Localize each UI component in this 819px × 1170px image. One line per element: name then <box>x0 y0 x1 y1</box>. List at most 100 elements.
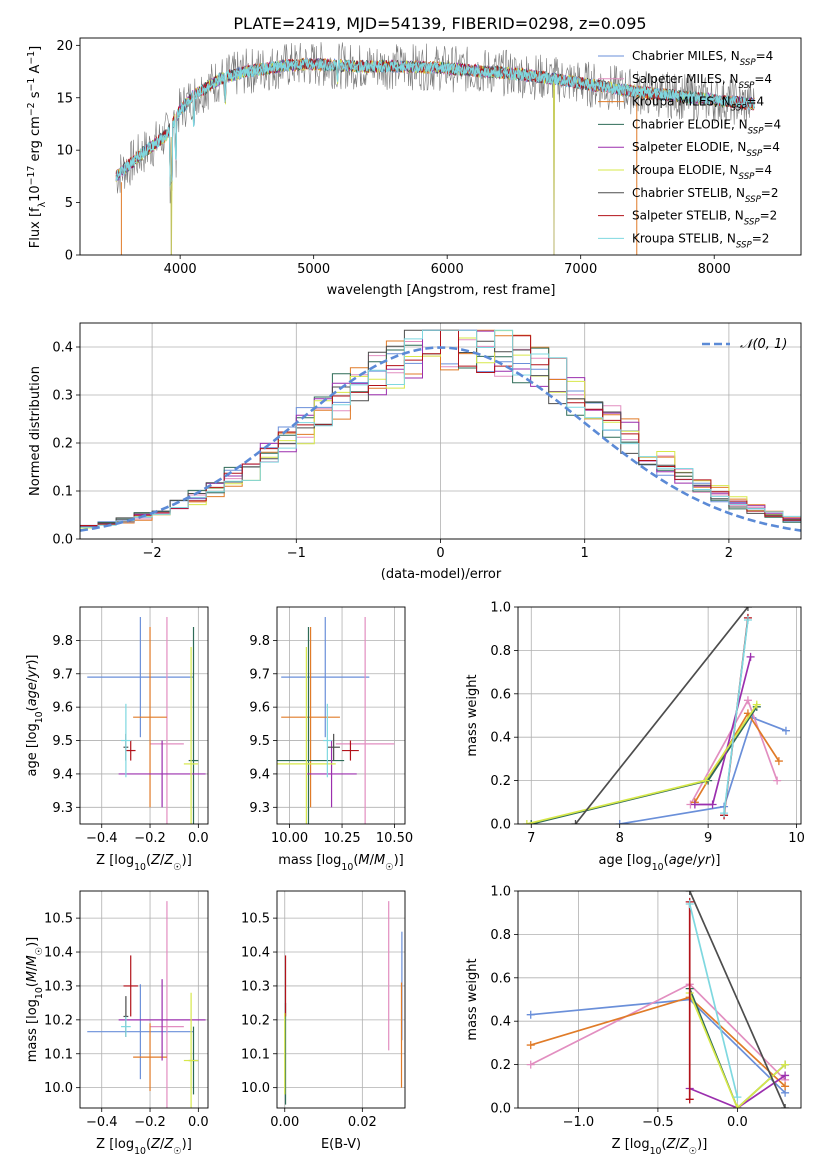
weight-vs-age-xlabel-part: )] <box>710 853 720 868</box>
weight-point-marker <box>746 652 755 661</box>
residuals-ytick-label: 0.2 <box>52 437 73 452</box>
legend-label: 𝒩(0, 1) <box>740 337 787 352</box>
age-vs-mass-xlabel: mass [log10(M/M☉)] <box>278 853 404 873</box>
mass-vs-z-ylabel-part: M <box>25 971 40 982</box>
age-vs-mass-xlabel-part: ( <box>353 853 358 868</box>
weight-vs-z-xlabel-part: / <box>675 1137 680 1152</box>
age-vs-z-ytick-label: 9.6 <box>52 701 73 716</box>
age-vs-z-ylabel-part: )] <box>25 654 40 664</box>
spectrum-ylabel-part: −1 <box>26 78 37 92</box>
weight-point-marker <box>781 1060 790 1069</box>
legend-label-part: =4 <box>762 140 780 154</box>
spectrum-ylabel-part: erg cm <box>28 116 43 165</box>
age-vs-z-xlabel-part: 10 <box>134 862 146 873</box>
mass-vs-z-xtick-label: −0.4 <box>86 1115 118 1130</box>
weight-point-marker <box>752 700 761 709</box>
mass-vs-z-ylabel-part: ( <box>25 982 40 987</box>
residuals-xtick-label: 2 <box>725 546 733 561</box>
age-vs-z-panel: −0.4 −0.2 0.09.39.49.59.69.79.8Z [log10(Z/… <box>25 606 209 873</box>
age-vs-z-ylabel-part: ( <box>25 706 40 711</box>
spectrum-frame <box>79 37 802 256</box>
weight-point-marker <box>743 696 752 705</box>
legend-label-part: SSP <box>736 240 753 250</box>
weight-vs-z-xlabel-part: Z [log <box>612 1137 650 1152</box>
legend-label-part: SSP <box>731 104 748 114</box>
weight-vs-z-ylabel: mass weight <box>465 958 480 1040</box>
mass-vs-z-xlabel-part: )] <box>182 1137 192 1152</box>
weight-point-marker <box>743 607 752 611</box>
mass-vs-ebv-ytick-label: 10.1 <box>241 1047 270 1062</box>
weight-vs-age-xlabel-part: age [log <box>598 853 651 868</box>
weight-point-marker <box>615 820 624 824</box>
spectrum-xtick-label: 7000 <box>564 262 597 277</box>
legend-label-part: SSP <box>745 195 762 205</box>
legend-label-part: SSP <box>740 58 757 68</box>
weight-series-line <box>694 711 780 803</box>
age-vs-z-ylabel-part: age <box>25 682 40 706</box>
weight-vs-age-xlabel: age [log10(age/yr)] <box>598 853 720 873</box>
weight-vs-age-ytick-label: 0.4 <box>490 731 511 746</box>
weight-vs-z-xlabel-part: 10 <box>650 1146 662 1157</box>
age-vs-z-xlabel-part: Z <box>163 853 174 868</box>
age-vs-mass-frame <box>276 606 406 825</box>
age-vs-z-ylabel-part: / <box>25 677 40 682</box>
residuals-ytick-label: 0.3 <box>52 389 73 404</box>
age-vs-mass-panel: 10.00 10.25 10.50 9.3 9.4 9.5 9.6 9.7 9.8 mass [l… <box>249 606 413 873</box>
weight-point-marker <box>571 820 580 824</box>
legend-label-part: 𝒩(0, 1) <box>740 337 787 352</box>
spectrum-ytick-label: 15 <box>56 91 73 106</box>
weight-vs-z-ytick-label: 0.6 <box>490 971 511 986</box>
weight-vs-age-xtick-label: 10 <box>788 831 805 846</box>
weight-vs-age-xlabel-part: age <box>669 853 693 868</box>
mass-vs-z-xtick-label: −0.2 <box>134 1115 166 1130</box>
legend-label-part: =4 <box>747 95 765 109</box>
weight-vs-z-frame <box>517 890 802 1109</box>
legend-label-part: Chabrier STELIB, N <box>632 186 745 200</box>
age-vs-z-ylabel-part: yr <box>25 663 40 679</box>
spectrum-ylabel-part: λ <box>37 201 48 207</box>
mass-vs-z-ytick-label: 10.1 <box>44 1047 73 1062</box>
mass-vs-z-ylabel-part: )] <box>25 937 40 947</box>
weight-vs-z-ytick-label: 0.4 <box>490 1015 511 1030</box>
legend-label: Salpeter MILES, NSSP=4 <box>632 72 772 91</box>
age-vs-z-xtick-label: 0.0 <box>188 831 209 846</box>
residuals-panel: −2 −1 0 1 2 0.0 0.1 0.2 0.3 0.4 (data-model)/error… <box>28 322 802 582</box>
mass-vs-z-ytick-label: 10.2 <box>44 1013 73 1028</box>
mass-vs-z-ytick-label: 10.5 <box>44 912 73 927</box>
weight-vs-age-xtick-label: 8 <box>616 831 624 846</box>
residuals-ylabel: Normed distribution <box>28 366 43 496</box>
weight-vs-age-xtick-label: 7 <box>527 831 535 846</box>
mass-vs-ebv-frame <box>276 890 406 1109</box>
mass-vs-z-plot-area <box>87 901 206 1108</box>
age-vs-mass-xlabel-part: 10 <box>341 862 353 873</box>
weight-vs-z-ytick-label: 0.8 <box>490 928 511 943</box>
weight-series-line <box>689 1074 786 1108</box>
legend-label-part: SSP <box>746 149 763 159</box>
mass-vs-ebv-xtick-label: 0.02 <box>348 1115 377 1130</box>
spectrum-xtick-label: 5000 <box>297 262 330 277</box>
age-vs-z-frame <box>79 606 209 825</box>
weight-vs-age-xlabel-part: yr <box>696 853 712 868</box>
residuals-plot-area <box>80 329 801 532</box>
age-vs-mass-xlabel-part: M <box>374 853 385 868</box>
weight-point-marker <box>526 1010 535 1019</box>
legend-label: Chabrier STELIB, NSSP=2 <box>632 186 779 205</box>
legend-label: Kroupa STELIB, NSSP=2 <box>632 231 769 250</box>
age-vs-z-xtick-label: −0.4 <box>86 831 118 846</box>
legend-label: Salpeter STELIB, NSSP=2 <box>632 209 777 228</box>
residuals-xtick-label: 0 <box>436 546 444 561</box>
residuals-xlabel-part: (data-model)/error <box>381 567 502 582</box>
legend-label-part: SSP <box>744 218 761 228</box>
residuals-xtick-label: −2 <box>143 546 162 561</box>
age-vs-mass-xlabel-part: / <box>370 853 375 868</box>
age-vs-mass-ytick-label: 9.7 <box>249 667 270 682</box>
weight-vs-age-xtick-label: 9 <box>704 831 712 846</box>
age-vs-mass-xtick-label: 10.25 <box>323 831 360 846</box>
mass-vs-ebv-ytick-label: 10.2 <box>241 1013 270 1028</box>
mass-vs-ebv-plot-area <box>284 901 403 1105</box>
legend-label-part: =4 <box>754 163 772 177</box>
spectrum-ytick-label: 20 <box>56 39 73 54</box>
weight-series-line <box>688 903 739 1098</box>
legend-label: Kroupa MILES, NSSP=4 <box>632 95 764 114</box>
weight-vs-z-xlabel: Z [log10(Z/Z☉)] <box>612 1137 708 1157</box>
